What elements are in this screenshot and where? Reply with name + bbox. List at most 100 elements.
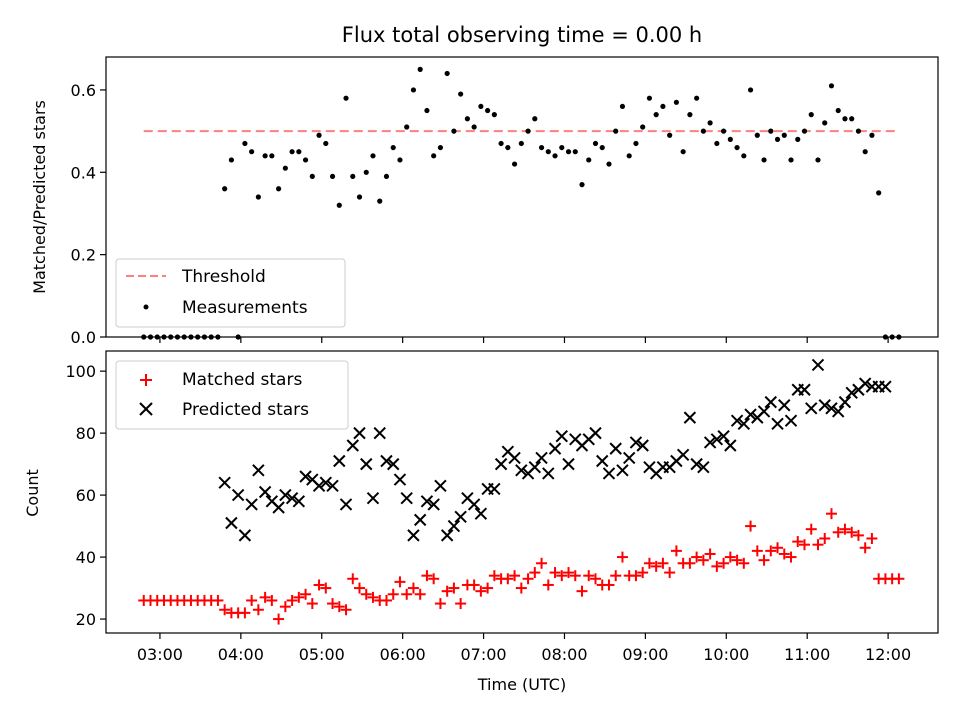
bottom-y-axis-label: Count (23, 469, 42, 517)
predicted-star-point (279, 488, 292, 502)
measurement-point (249, 149, 255, 155)
predicted-star-point (420, 495, 434, 508)
x-tick-label: 03:00 (137, 645, 183, 664)
predicted-star-point (299, 470, 312, 483)
bottom-y-tick-label: 100 (65, 362, 96, 381)
predicted-star-point (353, 426, 366, 440)
matched-star-point (731, 554, 743, 566)
predicted-star-point (515, 464, 528, 477)
matched-star-point (603, 579, 615, 591)
predicted-star-point (494, 457, 508, 471)
predicted-star-point (400, 491, 413, 505)
matched-star-point (697, 554, 709, 566)
measurement-point (572, 149, 578, 155)
predicted-star-point (238, 529, 252, 542)
matched-star-point (825, 508, 837, 520)
measurement-point (694, 95, 700, 101)
measurement-point (754, 132, 760, 138)
measurement-point (586, 157, 592, 163)
measurement-point (451, 128, 457, 134)
matched-star-point (819, 532, 831, 544)
measurement-point (397, 157, 403, 163)
measurement-point (768, 128, 774, 134)
matched-star-point (832, 526, 844, 538)
predicted-star-point (622, 451, 636, 465)
bottom-y-tick-label: 60 (76, 486, 96, 505)
matched-star-point (691, 551, 703, 563)
bottom-y-tick-label: 80 (76, 424, 96, 443)
x-tick-label: 05:00 (299, 645, 345, 664)
matched-star-point (893, 573, 905, 585)
predicted-star-point (319, 476, 333, 489)
matched-star-point (785, 551, 797, 563)
measurement-point (835, 107, 841, 114)
matched-star-point (657, 557, 669, 569)
measurement-point (788, 157, 794, 163)
matched-star-point (846, 526, 858, 538)
matched-star-point (414, 588, 426, 600)
top-legend: Threshold Measurements (115, 258, 346, 328)
matched-star-point (259, 591, 271, 603)
predicted-star-point (333, 454, 346, 468)
x-tick-label: 08:00 (541, 645, 587, 664)
predicted-star-point (811, 358, 825, 372)
bottom-panel: 20 40 60 80 100 03:00 04:00 05:00 06:00 07:00 08:… (23, 350, 939, 694)
predicted-star-point (474, 507, 488, 520)
predicted-star-point (764, 395, 777, 409)
predicted-star-point (467, 498, 481, 511)
matched-star-point (549, 567, 561, 579)
matched-star-point (468, 579, 480, 591)
predicted-legend-label: Predicted stars (182, 400, 309, 420)
measurement-point (478, 103, 484, 110)
matched-star-point (434, 598, 446, 610)
measurement-point (714, 140, 720, 147)
matched-star-point (448, 582, 460, 594)
measurement-point (822, 120, 828, 126)
predicted-star-point (339, 498, 353, 511)
predicted-star-point (805, 402, 818, 415)
matched-star-point (684, 557, 696, 569)
predicted-star-point (252, 464, 265, 477)
predicted-star-point (488, 482, 501, 496)
predicted-star-point (292, 495, 306, 508)
matched-star-point (333, 601, 345, 613)
measurement-point (720, 128, 727, 134)
matched-star-point (711, 560, 723, 572)
predicted-star-point (629, 436, 643, 449)
measurements-legend-label: Measurements (182, 298, 308, 318)
measurement-point (525, 128, 531, 134)
measurement-point (282, 165, 288, 171)
measurement-point (700, 128, 706, 134)
matched-star-point (616, 551, 628, 563)
measurement-point (795, 136, 801, 142)
matched-star-point (475, 585, 487, 597)
matched-star-point (340, 604, 352, 616)
predicted-star-point (636, 439, 649, 452)
matched-star-point (380, 594, 392, 606)
matched-star-point (738, 557, 750, 569)
predicted-star-point (616, 464, 629, 477)
predicted-star-point (845, 386, 858, 400)
predicted-star-point (825, 402, 838, 415)
predicted-star-point (366, 491, 380, 505)
predicted-star-point (360, 457, 373, 471)
measurement-point (599, 144, 605, 151)
bottom-panel-x-ticks: 03:00 04:00 05:00 06:00 07:00 08:00 09:00 10:00… (137, 633, 911, 664)
measurement-point (761, 157, 767, 163)
measurement-point (269, 153, 275, 159)
measurement-point (559, 144, 565, 151)
measurement-point (619, 103, 626, 110)
measurement-point (309, 173, 315, 180)
measurement-point (646, 95, 653, 101)
predicted-star-point (818, 399, 831, 412)
top-y-tick-label: 0.4 (71, 163, 96, 182)
measurement-point (869, 132, 875, 138)
top-panel-y-ticks: 0.0 0.2 0.4 0.6 (71, 81, 106, 347)
predicted-star-point (697, 461, 710, 474)
matched-star-point (758, 554, 770, 566)
matched-star-point (718, 557, 730, 569)
top-y-tick-label: 0.2 (71, 246, 96, 265)
predicted-star-point (346, 439, 359, 452)
measurement-point (296, 149, 302, 155)
measurement-point (370, 153, 376, 159)
